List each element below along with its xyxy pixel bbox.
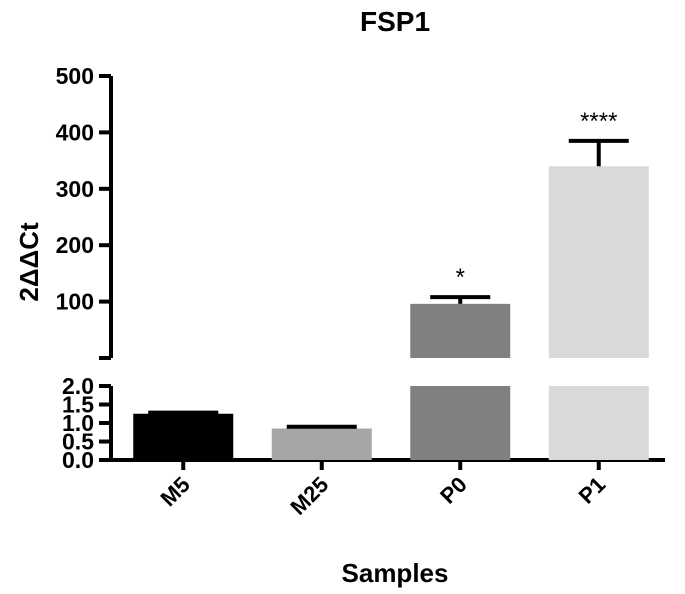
bar (133, 413, 234, 460)
bar (410, 303, 511, 358)
y-tick-label: 1.5 (62, 392, 94, 418)
x-tick-label: M25 (285, 472, 333, 520)
y-tick-label: 0.5 (62, 429, 94, 455)
bar (548, 166, 649, 358)
chart-title: FSP1 (360, 6, 430, 37)
x-tick-label: M5 (155, 472, 194, 511)
significance-label: **** (580, 108, 617, 135)
y-tick-label: 300 (56, 176, 94, 202)
bar (548, 386, 649, 460)
x-tick-label: P0 (435, 472, 472, 509)
x-axis-title: Samples (342, 558, 449, 588)
bar (410, 386, 511, 460)
y-tick-label: 1.0 (62, 410, 94, 436)
bars (133, 138, 649, 460)
y-tick-label: 100 (56, 289, 94, 315)
y-axis-title: 2ΔΔCt (14, 222, 44, 302)
y-tick-label: 400 (56, 119, 94, 145)
y-tick-label: 0.0 (62, 447, 94, 473)
y-tick-label: 2.0 (62, 373, 94, 399)
y-tick-label: 500 (56, 63, 94, 89)
x-tick-label: P1 (574, 472, 611, 509)
labels: 100 200 300 400 500 0.00.51.01.52.0 M5 M25 * P0 **… (56, 63, 618, 520)
significance-label: * (456, 264, 465, 291)
bar (271, 428, 372, 460)
y-tick-label: 200 (56, 232, 94, 258)
